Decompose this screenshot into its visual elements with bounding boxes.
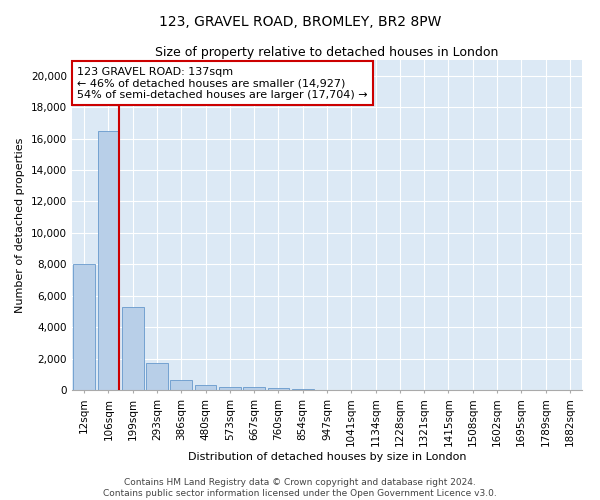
Bar (219, 387, 241, 390)
Bar (268, 388, 289, 390)
Bar (122, 306, 143, 390)
Bar (170, 380, 192, 390)
X-axis label: Distribution of detached houses by size in London: Distribution of detached houses by size … (188, 452, 466, 462)
Bar (146, 362, 168, 390)
Text: 123, GRAVEL ROAD, BROMLEY, BR2 8PW: 123, GRAVEL ROAD, BROMLEY, BR2 8PW (159, 15, 441, 29)
Text: 123 GRAVEL ROAD: 137sqm
← 46% of detached houses are smaller (14,927)
54% of sem: 123 GRAVEL ROAD: 137sqm ← 46% of detache… (77, 66, 368, 100)
Bar (97, 130, 119, 390)
Bar (292, 389, 314, 390)
Bar (194, 386, 217, 390)
Title: Size of property relative to detached houses in London: Size of property relative to detached ho… (155, 46, 499, 59)
Bar (73, 264, 95, 390)
Text: Contains HM Land Registry data © Crown copyright and database right 2024.
Contai: Contains HM Land Registry data © Crown c… (103, 478, 497, 498)
Bar (243, 387, 265, 390)
Y-axis label: Number of detached properties: Number of detached properties (16, 138, 25, 312)
